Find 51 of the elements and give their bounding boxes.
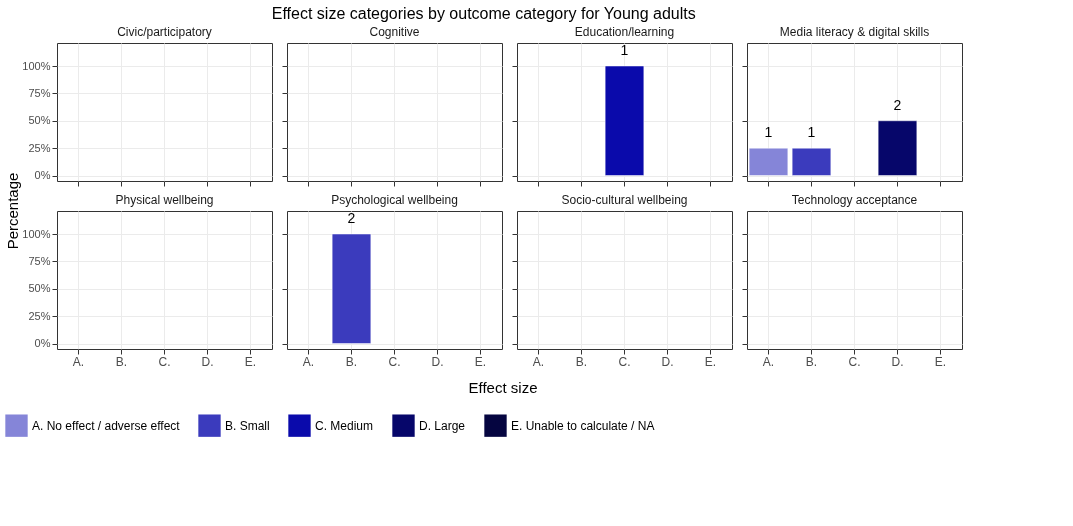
chart-title: Media literacy & digital skills bbox=[779, 25, 930, 39]
annotation: 1 bbox=[620, 42, 629, 58]
y-tick-label: 50% bbox=[28, 114, 51, 127]
legend-label: C. Medium bbox=[315, 418, 374, 433]
annotation: 2 bbox=[347, 210, 356, 226]
x-tick-label: A. bbox=[302, 354, 315, 369]
x-tick-label: A. bbox=[72, 354, 85, 369]
legend-label: D. Large bbox=[419, 418, 466, 433]
chart-title: Education/learning bbox=[574, 25, 675, 39]
y-tick-label: 100% bbox=[22, 59, 51, 72]
x-tick-label: A. bbox=[762, 354, 775, 369]
legend-label: E. Unable to calculate / NA bbox=[511, 418, 655, 433]
text: Effect size bbox=[468, 379, 538, 396]
chart-title: Cognitive bbox=[369, 25, 420, 39]
x-tick-label: C. bbox=[388, 354, 401, 369]
y-tick-label: 25% bbox=[28, 141, 51, 154]
x-tick-label: E. bbox=[704, 354, 717, 369]
chart-title: Psychological wellbeing bbox=[331, 193, 458, 207]
x-tick-label: C. bbox=[848, 354, 861, 369]
x-tick-label: E. bbox=[474, 354, 487, 369]
x-tick-label: D. bbox=[201, 354, 214, 369]
text: Percentage bbox=[4, 172, 21, 250]
x-tick-label: C. bbox=[158, 354, 171, 369]
y-tick-label: 0% bbox=[34, 337, 51, 350]
x-tick-label: B. bbox=[575, 354, 588, 369]
x-tick-label: D. bbox=[431, 354, 444, 369]
x-tick-label: D. bbox=[661, 354, 674, 369]
annotation: 2 bbox=[893, 96, 902, 113]
x-tick-label: E. bbox=[244, 354, 257, 369]
chart-title: Physical wellbeing bbox=[115, 193, 214, 207]
y-tick-label: 100% bbox=[22, 227, 51, 240]
annotation: 1 bbox=[807, 124, 816, 141]
x-tick-label: B. bbox=[345, 354, 358, 369]
legend-label: B. Small bbox=[225, 418, 270, 433]
legend-label: A. No effect / adverse effect bbox=[32, 418, 181, 433]
y-tick-label: 50% bbox=[28, 282, 51, 295]
y-tick-label: 75% bbox=[28, 254, 51, 267]
x-tick-label: D. bbox=[891, 354, 904, 369]
chart-title: Technology acceptance bbox=[791, 193, 918, 207]
y-tick-label: 0% bbox=[34, 169, 51, 182]
x-tick-label: A. bbox=[532, 354, 545, 369]
x-tick-label: B. bbox=[115, 354, 128, 369]
x-tick-label: C. bbox=[618, 354, 631, 369]
x-tick-label: E. bbox=[934, 354, 947, 369]
y-tick-label: 25% bbox=[28, 309, 51, 322]
text: Effect size categories by outcome category for Young adults bbox=[271, 4, 696, 22]
x-tick-label: B. bbox=[805, 354, 818, 369]
y-tick-label: 75% bbox=[28, 86, 51, 99]
annotation: 1 bbox=[764, 124, 773, 141]
chart-title: Civic/participatory bbox=[117, 25, 212, 39]
chart-title: Socio-cultural wellbeing bbox=[561, 193, 688, 207]
